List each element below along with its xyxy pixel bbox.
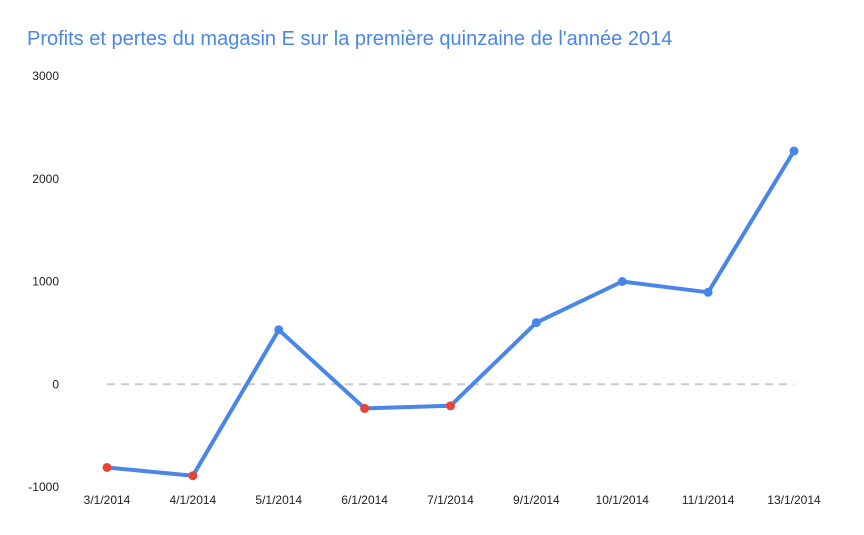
y-tick-label: 0	[52, 377, 59, 391]
x-tick-label: 7/1/2014	[427, 493, 474, 507]
data-point	[274, 325, 284, 335]
x-tick-label: 10/1/2014	[596, 493, 650, 507]
y-tick-label: 1000	[32, 275, 59, 289]
x-tick-label: 9/1/2014	[513, 493, 560, 507]
data-point	[102, 462, 112, 472]
chart-title: Profits et pertes du magasin E sur la pr…	[27, 28, 673, 50]
y-tick-label: -1000	[28, 480, 59, 494]
x-tick-label: 4/1/2014	[170, 493, 217, 507]
y-tick-label: 3000	[32, 69, 59, 83]
x-tick-label: 3/1/2014	[84, 493, 131, 507]
x-axis-ticks: 3/1/2014 4/1/2014 5/1/2014 6/1/2014 7/1/2014…	[84, 493, 821, 507]
y-axis-ticks: 3000 2000 1000 0 -1000	[28, 69, 59, 494]
x-tick-label: 11/1/2014	[682, 493, 735, 507]
data-point	[617, 277, 627, 286]
data-point	[789, 146, 799, 156]
data-point	[446, 401, 455, 411]
x-tick-label: 13/1/2014	[767, 493, 821, 507]
series-line	[105, 149, 796, 478]
data-point	[360, 403, 370, 413]
data-point	[703, 287, 713, 297]
x-tick-label: 5/1/2014	[255, 493, 302, 507]
y-tick-label: 2000	[32, 172, 59, 186]
data-point	[531, 318, 541, 328]
data-point	[188, 471, 198, 481]
x-tick-label: 6/1/2014	[341, 493, 388, 507]
data-points	[102, 146, 799, 481]
